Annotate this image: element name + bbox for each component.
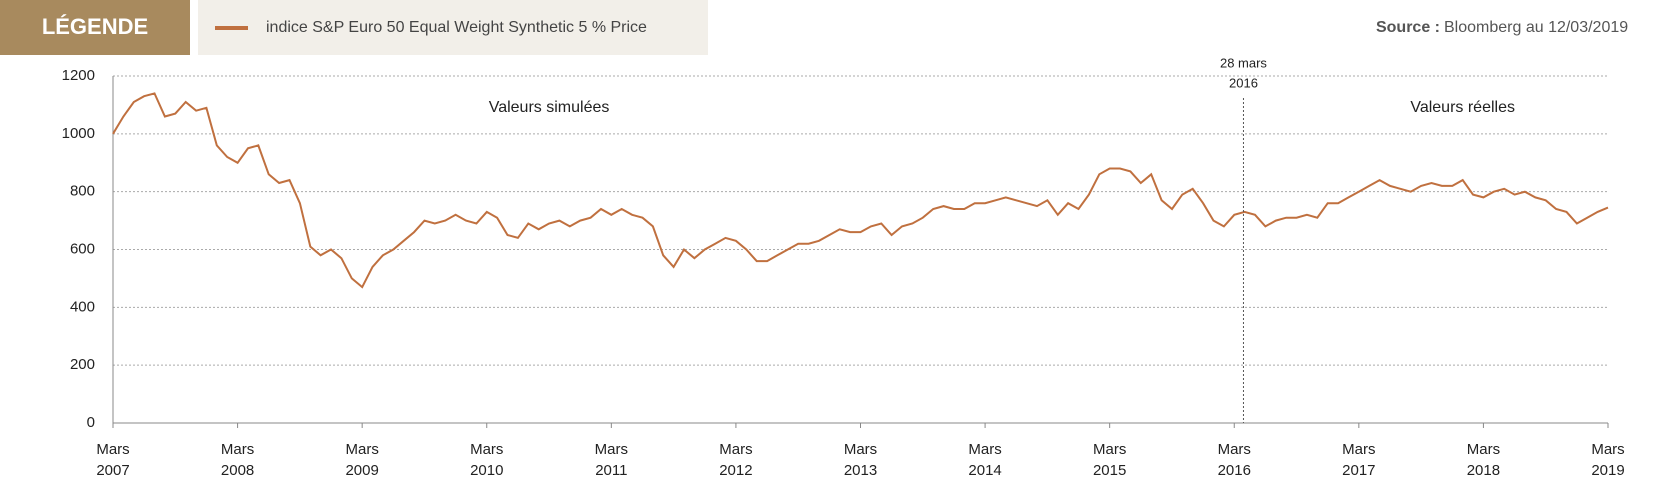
legend-title: LÉGENDE: [42, 14, 148, 39]
x-tick-label: Mars: [1467, 441, 1500, 458]
x-tick-label: Mars: [345, 441, 378, 458]
y-tick-label: 400: [70, 298, 95, 315]
x-tick-label: Mars: [1342, 441, 1375, 458]
x-tick-label: 2007: [96, 462, 129, 479]
x-tick-label: Mars: [1093, 441, 1126, 458]
x-tick-label: Mars: [96, 441, 129, 458]
source-label: Source :: [1376, 19, 1440, 36]
x-tick-label: 2019: [1591, 462, 1624, 479]
x-tick-label: Mars: [1591, 441, 1624, 458]
y-tick-label: 1000: [62, 125, 95, 142]
x-tick-label: 2011: [595, 462, 627, 479]
x-tick-label: Mars: [968, 441, 1001, 458]
legend-label: indice S&P Euro 50 Equal Weight Syntheti…: [266, 19, 647, 36]
y-tick-label: 0: [87, 414, 95, 431]
y-tick-label: 600: [70, 240, 95, 257]
x-tick-label: 2010: [470, 462, 503, 479]
annotation: Valeurs simulées: [489, 99, 610, 116]
line: [112, 92, 1609, 289]
x-tick-label: 2013: [844, 462, 877, 479]
x-tick-label: 2014: [968, 462, 1001, 479]
x-tick-label: 2009: [345, 462, 378, 479]
y-tick-label: 200: [70, 356, 95, 373]
annotation: Valeurs réelles: [1410, 99, 1515, 116]
y-tick-label: 1200: [62, 67, 95, 84]
x-tick-label: Mars: [470, 441, 503, 458]
x-tick-label: Mars: [221, 441, 254, 458]
source-text: Bloomberg au 12/03/2019: [1444, 19, 1628, 36]
x-tick-label: 2008: [221, 462, 254, 479]
legend-box: [198, 0, 708, 55]
x-tick-label: Mars: [1218, 441, 1251, 458]
x-tick-label: 2016: [1218, 462, 1251, 479]
x-tick-label: Mars: [844, 441, 877, 458]
legend-title-box: [0, 0, 190, 55]
x-tick-label: Mars: [719, 441, 752, 458]
y-tick-label: 800: [70, 183, 95, 200]
marker-label: 2016: [1229, 75, 1258, 90]
x-tick-label: 2012: [719, 462, 752, 479]
x-tick-label: 2015: [1093, 462, 1126, 479]
x-tick-label: 2018: [1467, 462, 1500, 479]
marker-label: 28 mars: [1220, 55, 1267, 70]
x-tick-label: 2017: [1342, 462, 1375, 479]
x-tick-label: Mars: [595, 441, 628, 458]
